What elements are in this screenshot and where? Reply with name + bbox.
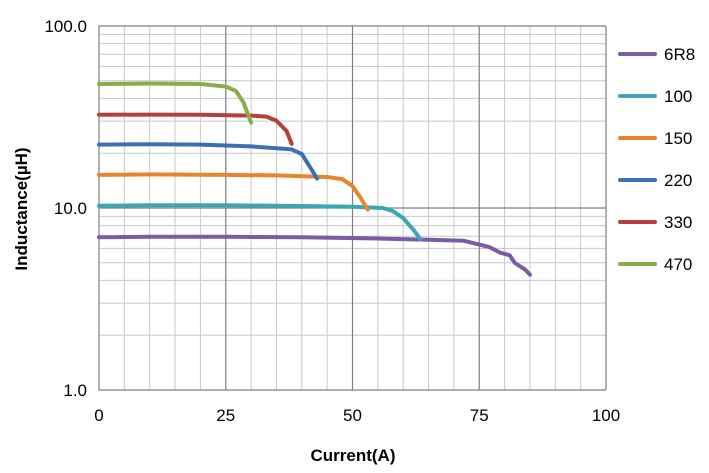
- series-line-330: [97, 112, 294, 146]
- legend-label-100: 100: [664, 87, 692, 106]
- x-tick-labels: 0 25 50 75 100: [94, 406, 620, 425]
- x-axis-title: Current(A): [311, 446, 396, 465]
- y-tick-label: 1.0: [63, 381, 87, 400]
- legend-label-220: 220: [664, 171, 692, 190]
- series-line-220: [97, 142, 319, 181]
- y-tick-label: 100.0: [44, 17, 87, 36]
- legend-label-6R8: 6R8: [664, 45, 695, 64]
- y-axis-title: Inductance(µH): [12, 147, 31, 270]
- y-tick-label: 10.0: [54, 199, 87, 218]
- legend: 6R8 100 150 220 330 470: [618, 45, 695, 274]
- series-lines: [97, 81, 532, 277]
- series-line-150: [97, 172, 370, 212]
- y-tick-labels: 1.0 10.0 100.0: [44, 17, 87, 400]
- x-tick-label: 25: [216, 406, 235, 425]
- x-tick-label: 100: [592, 406, 620, 425]
- legend-label-150: 150: [664, 129, 692, 148]
- x-tick-label: 75: [470, 406, 489, 425]
- legend-label-330: 330: [664, 213, 692, 232]
- legend-label-470: 470: [664, 255, 692, 274]
- major-gridlines: [98, 25, 607, 391]
- x-tick-label: 50: [343, 406, 362, 425]
- x-tick-label: 0: [94, 406, 103, 425]
- series-line-470: [97, 81, 254, 125]
- series-line-100: [97, 203, 423, 242]
- series-line-6R8: [97, 234, 532, 277]
